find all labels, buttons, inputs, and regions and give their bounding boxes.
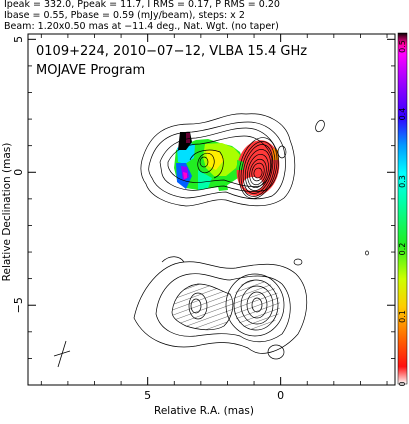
header-beam-line: Beam: 1.20x0.50 mas at −11.4 deg., Nat. … bbox=[4, 21, 279, 32]
colorbar-tick-label: 0.1 bbox=[398, 310, 407, 323]
colorbar-tick-label: 0.3 bbox=[398, 175, 407, 188]
map-layer bbox=[53, 113, 369, 368]
y-axis-label: Relative Declination (mas) bbox=[1, 143, 13, 282]
y-tick-label: 0 bbox=[12, 169, 25, 176]
colorbar-ticks: 0.5 0.4 0.3 0.2 0.1 0 bbox=[398, 40, 407, 386]
stokes-i-contours bbox=[140, 113, 369, 256]
restoring-beam bbox=[53, 340, 71, 368]
colorbar-tick-label: 0 bbox=[398, 381, 407, 386]
chart-title: 0109+224, 2010−07−12, VLBA 15.4 GHz bbox=[36, 44, 307, 59]
y-tick-label: −5 bbox=[12, 297, 25, 313]
axes: 5 0 5 0 −5 bbox=[12, 34, 395, 402]
x-axis-label: Relative R.A. (mas) bbox=[154, 405, 254, 417]
chart-subtitle: MOJAVE Program bbox=[36, 63, 145, 78]
colorbar-tick-label: 0.4 bbox=[398, 108, 407, 121]
x-tick-label: 0 bbox=[277, 389, 284, 402]
header-ipeak-line: Ipeak = 332.0, Ppeak = 11.7, I RMS = 0.1… bbox=[4, 0, 280, 10]
colorbar bbox=[397, 32, 408, 385]
plot-frame bbox=[27, 33, 396, 386]
header-ibase-line: Ibase = 0.55, Pbase = 0.59 (mJy/beam), s… bbox=[4, 10, 245, 21]
y-tick-label: 5 bbox=[12, 36, 25, 43]
colorbar-tick-label: 0.2 bbox=[398, 243, 407, 256]
x-tick-label: 5 bbox=[144, 389, 151, 402]
colorbar-tick-label: 0.5 bbox=[398, 40, 407, 53]
